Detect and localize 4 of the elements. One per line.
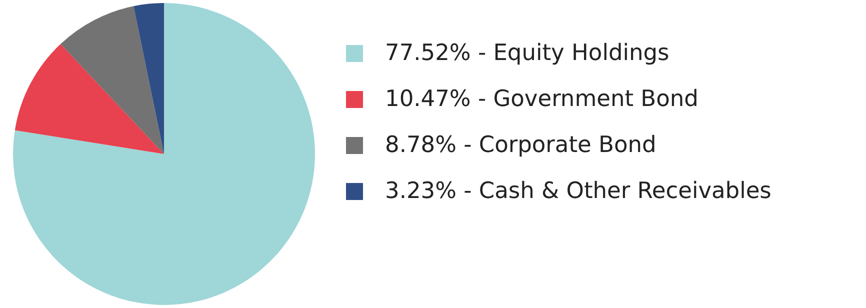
legend-label: 10.47% - Government Bond bbox=[385, 86, 698, 112]
legend-label: 3.23% - Cash & Other Receivables bbox=[385, 178, 772, 204]
legend-label: 77.52% - Equity Holdings bbox=[385, 40, 670, 66]
legend-label: 8.78% - Corporate Bond bbox=[385, 132, 656, 158]
